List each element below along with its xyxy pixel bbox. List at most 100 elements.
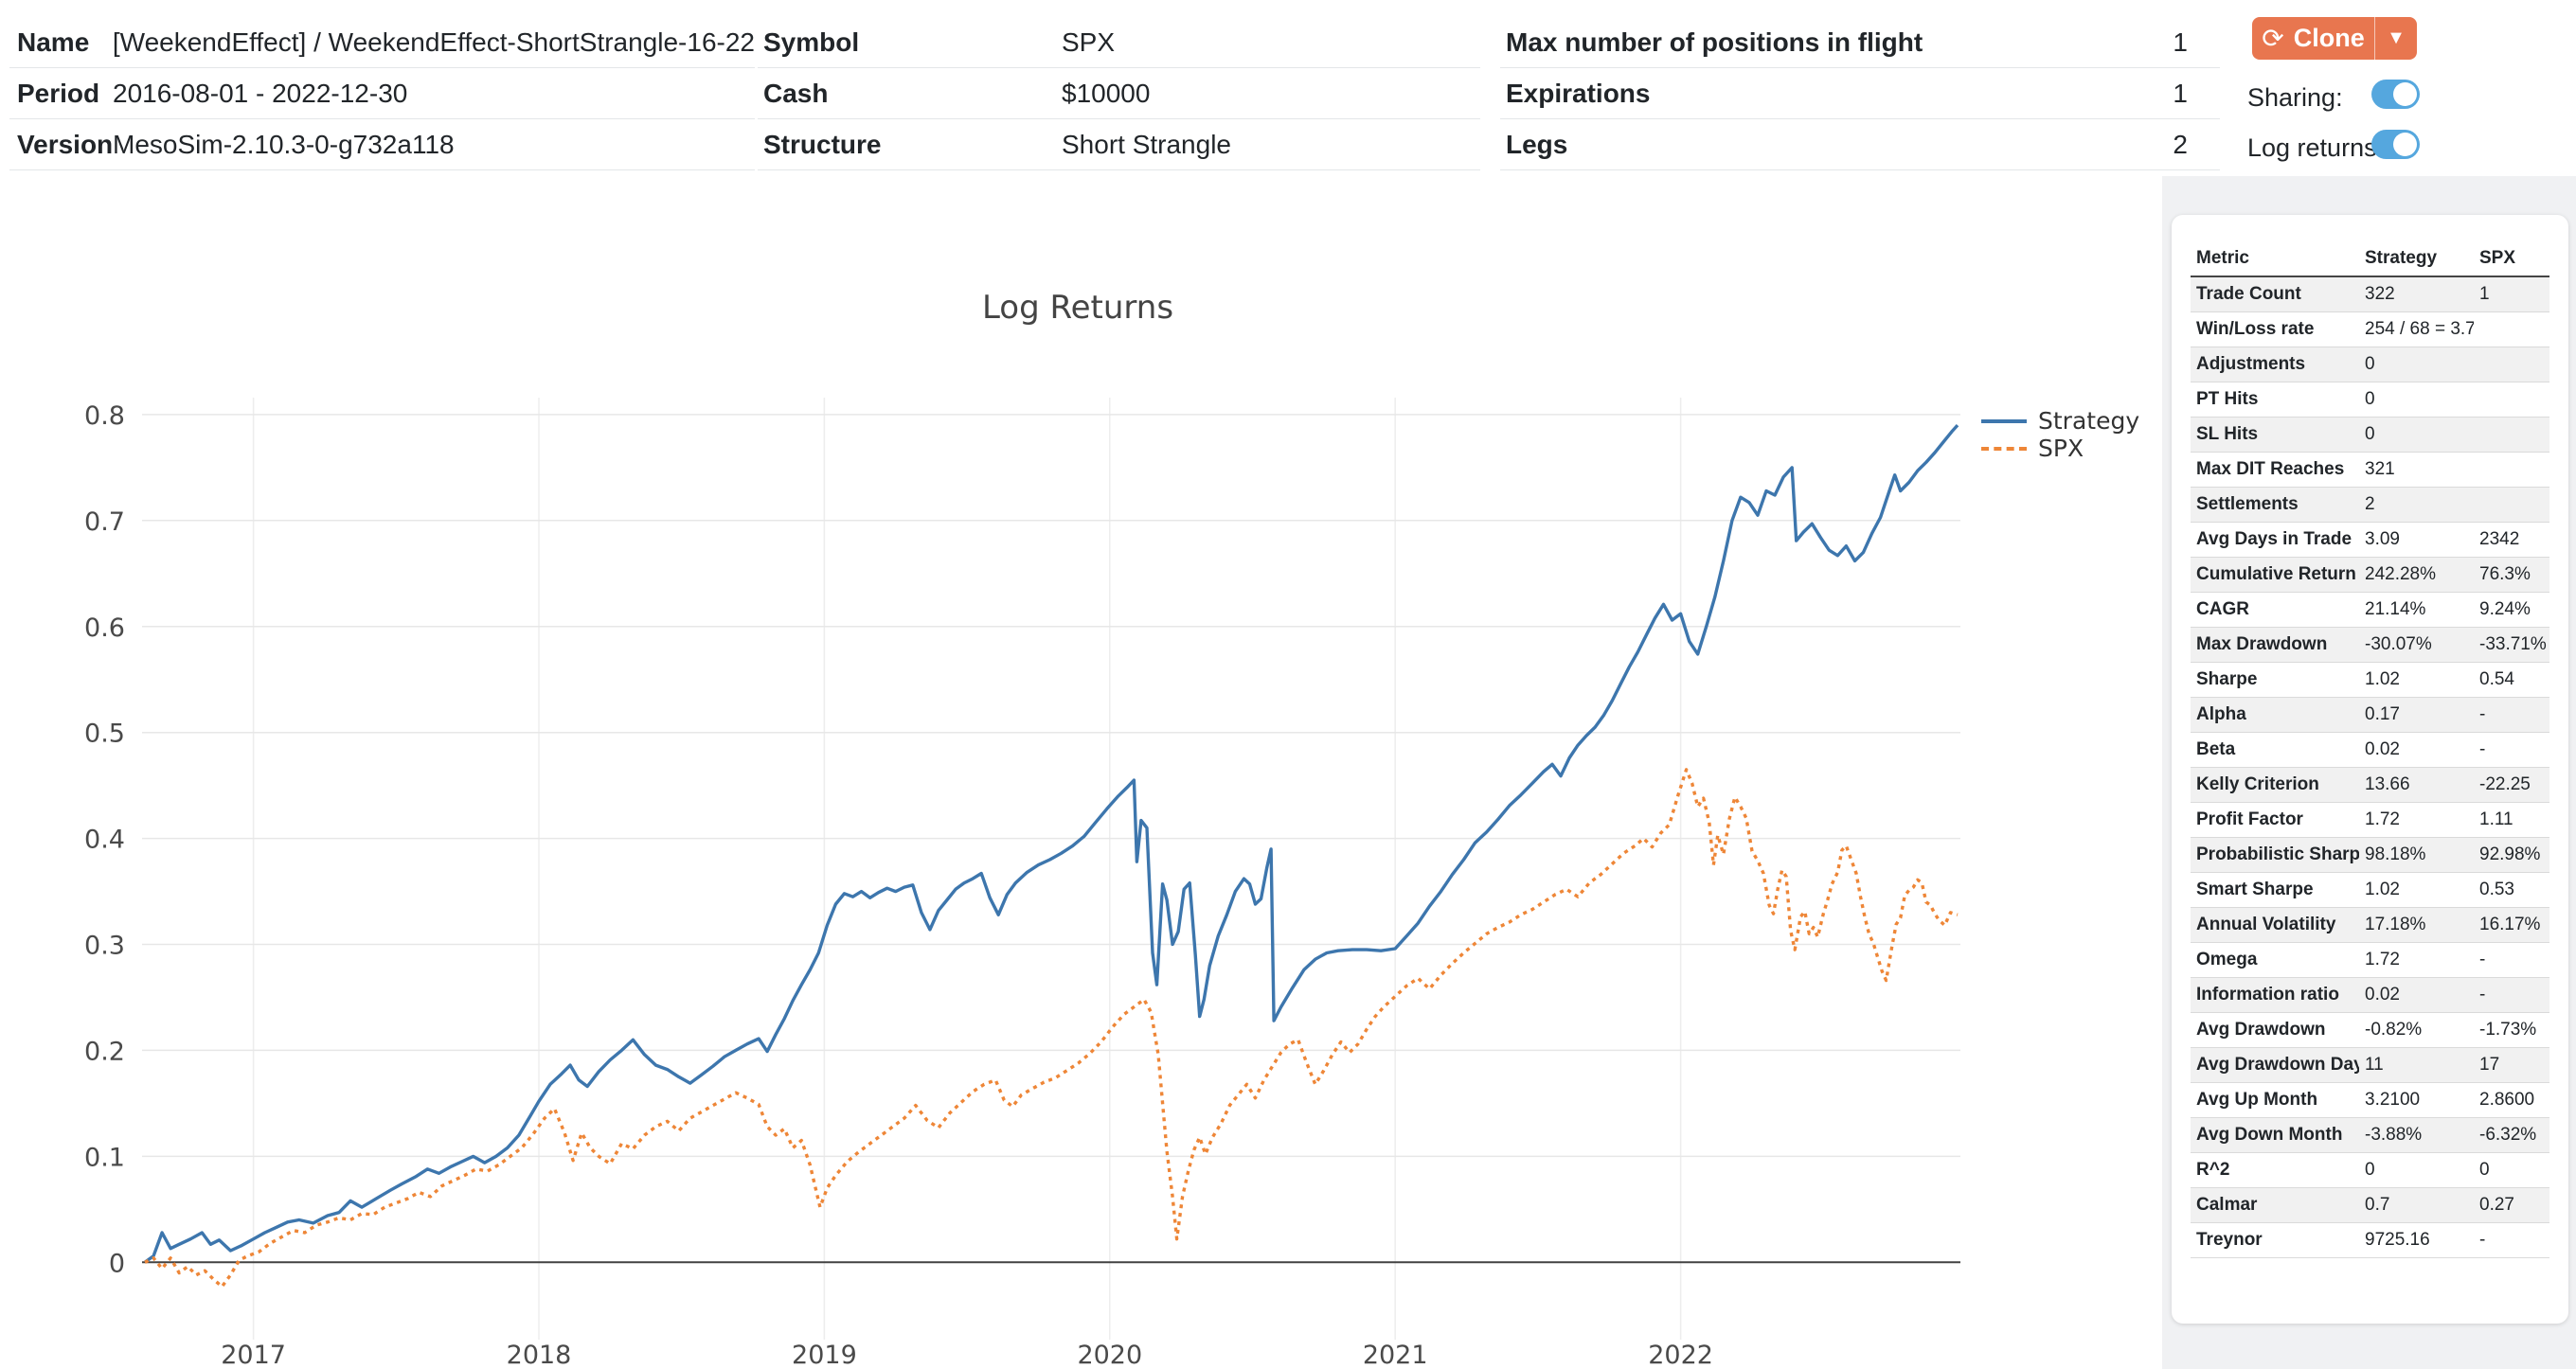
sharing-toggle[interactable] <box>2371 80 2420 109</box>
strategy-value-cell: 0.02 <box>2365 739 2400 759</box>
metric-name-cell: Avg Up Month <box>2196 1090 2318 1110</box>
table-row: Sharpe 1.02 0.54 <box>2191 663 2549 698</box>
strategy-value-cell: 242.28% <box>2365 564 2437 584</box>
spx-value-cell: 0.27 <box>2479 1195 2514 1215</box>
table-row: Treynor 9725.16 - <box>2191 1223 2549 1258</box>
spx-value-cell: 0.54 <box>2479 669 2514 689</box>
metric-name-cell: Settlements <box>2196 494 2299 514</box>
metric-name-cell: Win/Loss rate <box>2196 319 2315 339</box>
strategy-value-cell: 322 <box>2365 284 2395 304</box>
table-row: Information ratio 0.02 - <box>2191 977 2549 1013</box>
table-row: Avg Down Month -3.88% -6.32% <box>2191 1117 2549 1153</box>
metric-name-cell: Sharpe <box>2196 669 2258 689</box>
symbol-value: SPX <box>1062 27 1116 57</box>
metric-name-cell: Max Drawdown <box>2196 634 2328 654</box>
spx-value-cell <box>2474 347 2549 382</box>
table-row: Avg Drawdown -0.82% -1.73% <box>2191 1013 2549 1048</box>
svg-text:2022: 2022 <box>1648 1341 1713 1369</box>
spx-value-cell <box>2474 453 2549 488</box>
header-col-left: Name [WeekendEffect] / WeekendEffect-Sho… <box>9 17 755 170</box>
symbol-row: Symbol SPX <box>758 17 1480 68</box>
clone-button-label: Clone <box>2293 24 2365 52</box>
max-positions-label: Max number of positions in flight <box>1506 27 1923 57</box>
log-returns-toggle[interactable] <box>2371 130 2420 159</box>
table-row: Probabilistic Sharpe 98.18% 92.98% <box>2191 837 2549 873</box>
metric-name-cell: Probabilistic Sharpe <box>2196 845 2359 864</box>
strategy-value-cell: 0.17 <box>2365 704 2400 724</box>
table-row: Annual Volatility 17.18% 16.17% <box>2191 907 2549 943</box>
metric-name-cell: Avg Drawdown <box>2196 1020 2326 1040</box>
table-row: Avg Drawdown Days 11 17 <box>2191 1047 2549 1083</box>
table-row: Kelly Criterion 13.66 -22.25 <box>2191 767 2549 803</box>
legend-item-spx[interactable]: SPX <box>1981 435 2139 462</box>
strategy-value-cell: 1.72 <box>2365 950 2400 969</box>
metric-name-cell: PT Hits <box>2196 389 2259 409</box>
legs-value: 2 <box>2173 129 2188 159</box>
toggle-knob <box>2393 82 2417 106</box>
legend-label-strategy: Strategy <box>2038 407 2140 435</box>
toggle-knob <box>2393 133 2417 156</box>
svg-text:0: 0 <box>109 1249 125 1278</box>
name-label: Name <box>17 27 90 57</box>
table-row: PT Hits 0 <box>2191 382 2549 418</box>
caret-down-icon: ▼ <box>2387 27 2406 48</box>
strategy-column-header: Strategy <box>2359 241 2474 277</box>
strategy-value-cell: 0 <box>2365 1160 2375 1180</box>
table-row: Avg Up Month 3.2100 2.8600 <box>2191 1083 2549 1118</box>
strategy-value-cell: 3.09 <box>2365 529 2400 549</box>
period-label: Period <box>17 78 100 108</box>
strategy-value-cell: 0 <box>2365 389 2375 409</box>
chart-title: Log Returns <box>981 289 1174 327</box>
spx-value-cell <box>2474 382 2549 418</box>
structure-value: Short Strangle <box>1062 129 1231 159</box>
svg-text:0.8: 0.8 <box>84 401 125 431</box>
clone-button[interactable]: ⟳ Clone <box>2252 17 2375 60</box>
table-row: Adjustments 0 <box>2191 347 2549 382</box>
strategy-value-cell: 9725.16 <box>2365 1230 2430 1250</box>
metric-column-header: Metric <box>2191 241 2359 277</box>
symbol-label: Symbol <box>763 27 860 57</box>
log-returns-plot[interactable]: 0 0.1 0.2 0.3 0.4 0.5 0.6 0.7 0.8 2017 2018 2019 202… <box>0 176 2162 1369</box>
metric-name-cell: Profit Factor <box>2196 809 2303 829</box>
legend-item-strategy[interactable]: Strategy <box>1981 407 2139 435</box>
table-row: SL Hits 0 <box>2191 417 2549 453</box>
legs-label: Legs <box>1506 129 1568 159</box>
strategy-value-cell: 2 <box>2365 494 2375 514</box>
table-row: Profit Factor 1.72 1.11 <box>2191 803 2549 838</box>
strategy-value-cell: 1.02 <box>2365 669 2400 689</box>
svg-text:0.4: 0.4 <box>84 826 125 855</box>
metrics-table-header-row: Metric Strategy SPX <box>2191 241 2549 277</box>
spx-value-cell: 9.24% <box>2479 599 2531 619</box>
spx-value-cell: -6.32% <box>2479 1125 2537 1145</box>
metric-name-cell: Trade Count <box>2196 284 2301 304</box>
svg-text:0.3: 0.3 <box>84 932 125 961</box>
metric-name-cell: Calmar <box>2196 1195 2258 1215</box>
spx-value-cell: - <box>2479 985 2486 1005</box>
spx-value-cell: -22.25 <box>2479 774 2531 794</box>
metric-name-cell: Smart Sharpe <box>2196 880 2314 899</box>
metrics-table-body: Trade Count 322 1 Win/Loss rate 254 / 68 = 3… <box>2191 276 2549 1258</box>
metric-name-cell: R^2 <box>2196 1160 2230 1180</box>
table-row: Avg Days in Trade 3.09 2342 <box>2191 523 2549 558</box>
metric-name-cell: Beta <box>2196 739 2236 759</box>
max-positions-row: Max number of positions in flight 1 <box>1500 17 2220 68</box>
spx-value-cell: - <box>2479 950 2486 969</box>
max-positions-value: 1 <box>2173 27 2188 57</box>
metric-name-cell: Omega <box>2196 950 2258 969</box>
metric-name-cell: Treynor <box>2196 1230 2263 1250</box>
metric-name-cell: Kelly Criterion <box>2196 774 2319 794</box>
table-row: Win/Loss rate 254 / 68 = 3.74 <box>2191 312 2549 347</box>
svg-text:2019: 2019 <box>792 1341 857 1369</box>
strategy-value-cell: 0.7 <box>2365 1195 2390 1215</box>
version-label: Version <box>17 129 114 159</box>
strategy-value-cell: 98.18% <box>2365 845 2426 864</box>
strategy-line-swatch <box>1981 418 2027 423</box>
strategy-value-cell: 3.2100 <box>2365 1090 2421 1110</box>
svg-text:2018: 2018 <box>507 1341 572 1369</box>
metric-name-cell: Information ratio <box>2196 985 2339 1005</box>
strategy-value-cell: 17.18% <box>2365 915 2426 934</box>
spx-value-cell: 0 <box>2479 1160 2490 1180</box>
clone-dropdown-button[interactable]: ▼ <box>2375 17 2417 60</box>
table-row: Max DIT Reaches 321 <box>2191 453 2549 488</box>
strategy-value-cell: 0.02 <box>2365 985 2400 1005</box>
